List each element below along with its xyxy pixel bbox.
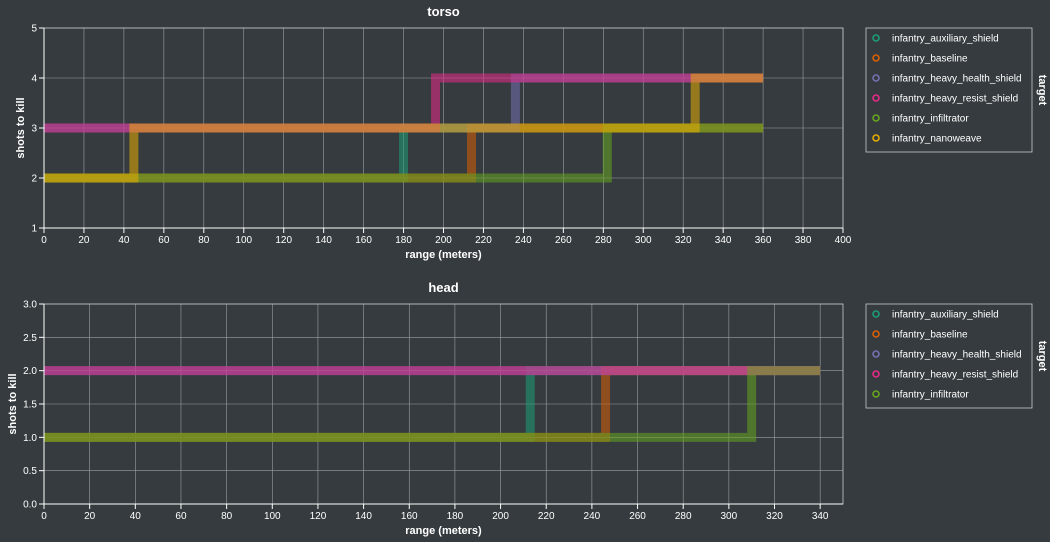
x-tick-label: 200	[492, 511, 509, 522]
x-tick-label: 120	[310, 511, 327, 522]
legend-label: infantry_baseline	[892, 330, 968, 341]
y-tick-label: 2.5	[23, 333, 37, 344]
legend-symbol	[872, 330, 880, 338]
x-tick-label: 300	[635, 235, 652, 246]
legend-symbol	[872, 94, 880, 102]
legend-symbol	[872, 114, 880, 122]
x-tick-label: 340	[812, 511, 829, 522]
y-tick-label: 2.0	[23, 366, 37, 377]
x-tick-label: 320	[675, 235, 692, 246]
legend-frame	[865, 27, 1033, 153]
legend-label: infantry_infiltrator	[892, 390, 969, 401]
y-axis-title: shots to kill	[7, 373, 19, 434]
x-tick-label: 200	[435, 235, 452, 246]
chart-head: 0 20 40 60 80 100 120 140 160 180 200 220 240 260 280 3…	[7, 280, 1048, 537]
x-tick-label: 360	[755, 235, 772, 246]
grid	[43, 303, 843, 505]
legend-symbol	[872, 350, 880, 358]
y-tick-label: 1	[31, 224, 37, 235]
x-tick-label: 40	[118, 235, 130, 246]
x-tick-label: 20	[78, 235, 90, 246]
x-tick-label: 380	[795, 235, 812, 246]
y-tick-label: 0.5	[23, 466, 37, 477]
x-tick-label: 100	[264, 511, 281, 522]
legend-symbol	[872, 34, 880, 42]
y-tick-label: 3	[31, 124, 37, 135]
x-tick-label: 340	[715, 235, 732, 246]
legend-label: infantry_heavy_health_shield	[892, 350, 1022, 361]
x-tick-label: 120	[275, 235, 292, 246]
legend: infantry_auxiliary_shield infantry_baseli…	[865, 303, 1048, 409]
x-tick-label: 260	[629, 511, 646, 522]
x-axis-title: range (meters)	[405, 249, 482, 261]
legend-title: target	[1036, 75, 1048, 106]
x-tick-label: 0	[41, 235, 47, 246]
x-tick-label: 280	[675, 511, 692, 522]
y-tick-label: 4	[31, 74, 37, 85]
x-tick-label: 180	[395, 235, 412, 246]
legend-frame	[865, 303, 1033, 409]
y-tick-label: 0.0	[23, 500, 37, 511]
y-tick-label: 2	[31, 174, 37, 185]
legend-label: infantry_auxiliary_shield	[892, 34, 999, 45]
x-tick-label: 60	[158, 235, 170, 246]
legend-label: infantry_heavy_health_shield	[892, 74, 1022, 85]
y-axis-title: shots to kill	[15, 97, 27, 158]
x-tick-label: 160	[401, 511, 418, 522]
series-line-infantry_infiltrator	[44, 366, 821, 442]
x-tick-label: 300	[721, 511, 738, 522]
x-tick-label: 20	[84, 511, 96, 522]
x-tick-label: 280	[595, 235, 612, 246]
x-tick-label: 100	[235, 235, 252, 246]
legend-title: target	[1036, 341, 1048, 372]
chart-title: torso	[427, 4, 460, 19]
x-tick-label: 320	[766, 511, 783, 522]
legend-symbol	[872, 310, 880, 318]
legend-symbol	[872, 370, 880, 378]
y-tick-label: 3.0	[23, 300, 37, 311]
x-tick-label: 240	[584, 511, 601, 522]
chart-torso: 0 20 40 60 80 100 120 140 160 180 200 220 240 260 280 3…	[15, 4, 1048, 261]
x-tick-label: 80	[221, 511, 233, 522]
legend-label: infantry_infiltrator	[892, 114, 969, 125]
y-tick-label: 1.0	[23, 433, 37, 444]
legend-label: infantry_heavy_resist_shield	[892, 94, 1018, 105]
x-axis-title: range (meters)	[405, 525, 482, 537]
x-tick-label: 180	[447, 511, 464, 522]
x-tick-label: 60	[175, 511, 187, 522]
legend-label: infantry_baseline	[892, 54, 968, 65]
x-tick-label: 240	[515, 235, 532, 246]
x-tick-label: 220	[475, 235, 492, 246]
x-tick-label: 260	[555, 235, 572, 246]
legend-symbol	[872, 54, 880, 62]
x-tick-label: 0	[41, 511, 47, 522]
x-tick-label: 140	[355, 511, 372, 522]
legend-symbol	[872, 390, 880, 398]
x-tick-label: 160	[355, 235, 372, 246]
x-tick-label: 220	[538, 511, 555, 522]
chart-title: head	[428, 280, 458, 295]
series-line-infantry_nanoweave	[44, 73, 764, 183]
legend-label: infantry_heavy_resist_shield	[892, 370, 1018, 381]
x-tick-label: 400	[835, 235, 852, 246]
series-line-infantry_auxiliary_shield	[44, 123, 764, 183]
y-tick-label: 1.5	[23, 400, 37, 411]
legend: infantry_auxiliary_shield infantry_baseli…	[865, 27, 1048, 153]
legend-label: infantry_nanoweave	[892, 134, 982, 145]
x-tick-label: 80	[198, 235, 210, 246]
legend-label: infantry_auxiliary_shield	[892, 310, 999, 321]
y-tick-label: 5	[31, 24, 37, 35]
x-tick-label: 40	[130, 511, 142, 522]
legend-symbol	[872, 134, 880, 142]
x-tick-label: 140	[315, 235, 332, 246]
legend-symbol	[872, 74, 880, 82]
